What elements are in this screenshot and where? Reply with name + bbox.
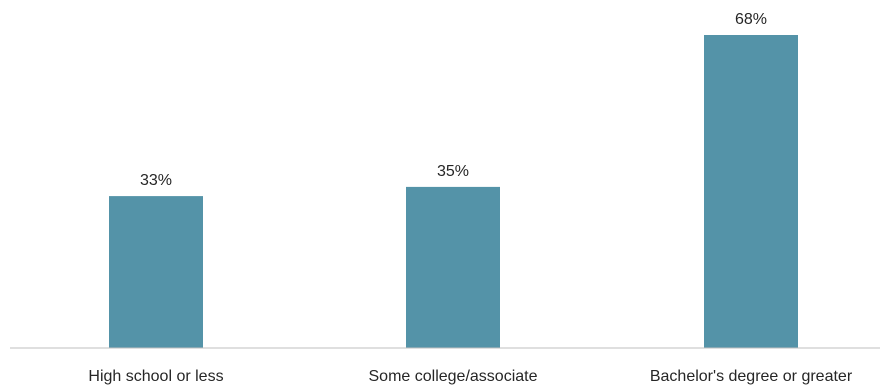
category-labels-group: High school or less Some college/associat…	[88, 368, 852, 385]
category-label-0: High school or less	[88, 368, 223, 385]
value-label-1: 35%	[437, 163, 469, 180]
bars-group	[109, 35, 798, 348]
value-labels-group: 33% 35% 68%	[140, 11, 767, 189]
bar-0	[109, 196, 203, 348]
bar-2	[704, 35, 798, 348]
category-label-2: Bachelor's degree or greater	[650, 368, 853, 385]
value-label-0: 33%	[140, 172, 172, 189]
value-label-2: 68%	[735, 11, 767, 28]
bar-1	[406, 186, 500, 348]
category-label-1: Some college/associate	[369, 368, 538, 385]
